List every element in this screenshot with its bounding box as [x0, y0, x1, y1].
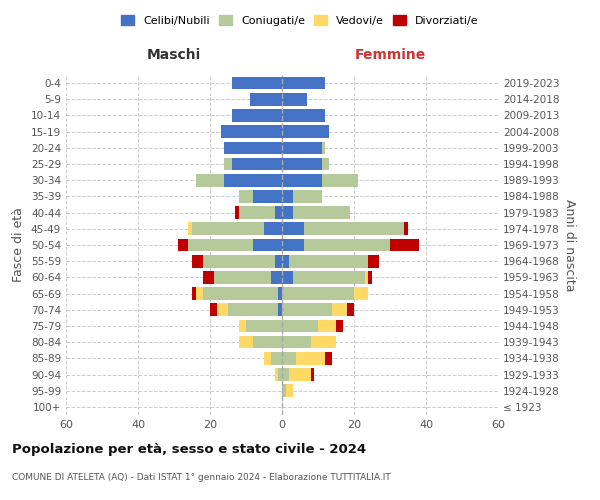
Bar [347, 304, 354, 316]
Bar [275, 368, 278, 381]
Bar [282, 368, 289, 381]
Bar [289, 255, 368, 268]
Bar [192, 288, 196, 300]
Bar [221, 126, 282, 138]
Bar [282, 304, 332, 316]
Bar [336, 320, 343, 332]
Bar [232, 158, 282, 170]
Bar [304, 222, 404, 235]
Bar [278, 304, 282, 316]
Bar [404, 222, 408, 235]
Bar [232, 109, 282, 122]
Bar [178, 238, 188, 252]
Bar [322, 158, 329, 170]
Bar [203, 288, 278, 300]
Bar [282, 93, 307, 106]
Y-axis label: Fasce di età: Fasce di età [13, 208, 25, 282]
Bar [282, 77, 325, 90]
Bar [282, 222, 304, 235]
Bar [275, 255, 282, 268]
Bar [278, 288, 282, 300]
Bar [332, 304, 347, 316]
Bar [271, 352, 282, 364]
Bar [282, 336, 311, 348]
Bar [311, 336, 336, 348]
Text: Femmine: Femmine [355, 48, 425, 62]
Bar [304, 238, 390, 252]
Bar [282, 126, 329, 138]
Bar [289, 368, 311, 381]
Y-axis label: Anni di nascita: Anni di nascita [563, 198, 576, 291]
Bar [214, 271, 271, 283]
Bar [368, 255, 379, 268]
Bar [246, 320, 282, 332]
Bar [275, 206, 282, 219]
Bar [282, 255, 289, 268]
Bar [224, 158, 232, 170]
Bar [253, 336, 282, 348]
Bar [253, 238, 282, 252]
Bar [228, 304, 278, 316]
Bar [318, 320, 336, 332]
Bar [278, 368, 282, 381]
Bar [271, 271, 282, 283]
Bar [203, 255, 275, 268]
Bar [232, 77, 282, 90]
Bar [250, 93, 282, 106]
Bar [253, 190, 282, 202]
Bar [282, 206, 293, 219]
Bar [210, 304, 217, 316]
Bar [192, 222, 264, 235]
Bar [239, 190, 253, 202]
Bar [322, 142, 325, 154]
Bar [325, 352, 332, 364]
Bar [282, 142, 322, 154]
Text: COMUNE DI ATELETA (AQ) - Dati ISTAT 1° gennaio 2024 - Elaborazione TUTTITALIA.IT: COMUNE DI ATELETA (AQ) - Dati ISTAT 1° g… [12, 472, 391, 482]
Bar [264, 352, 271, 364]
Bar [239, 336, 253, 348]
Bar [239, 206, 275, 219]
Bar [296, 352, 325, 364]
Bar [192, 255, 203, 268]
Bar [282, 352, 296, 364]
Bar [235, 206, 239, 219]
Text: Popolazione per età, sesso e stato civile - 2024: Popolazione per età, sesso e stato civil… [12, 442, 366, 456]
Bar [322, 174, 358, 186]
Bar [282, 271, 293, 283]
Bar [293, 206, 350, 219]
Bar [368, 271, 372, 283]
Bar [286, 384, 293, 397]
Bar [196, 288, 203, 300]
Bar [188, 222, 192, 235]
Bar [264, 222, 282, 235]
Bar [203, 271, 214, 283]
Bar [224, 174, 282, 186]
Text: Maschi: Maschi [147, 48, 201, 62]
Bar [282, 174, 322, 186]
Bar [217, 304, 228, 316]
Bar [282, 320, 318, 332]
Bar [293, 271, 365, 283]
Bar [282, 288, 354, 300]
Legend: Celibi/Nubili, Coniugati/e, Vedovi/e, Divorziati/e: Celibi/Nubili, Coniugati/e, Vedovi/e, Di… [117, 10, 483, 30]
Bar [365, 271, 368, 283]
Bar [196, 174, 224, 186]
Bar [390, 238, 419, 252]
Bar [282, 384, 286, 397]
Bar [282, 238, 304, 252]
Bar [311, 368, 314, 381]
Bar [354, 288, 368, 300]
Bar [188, 238, 253, 252]
Bar [282, 109, 325, 122]
Bar [224, 142, 282, 154]
Bar [282, 190, 293, 202]
Bar [282, 158, 322, 170]
Bar [293, 190, 322, 202]
Bar [239, 320, 246, 332]
